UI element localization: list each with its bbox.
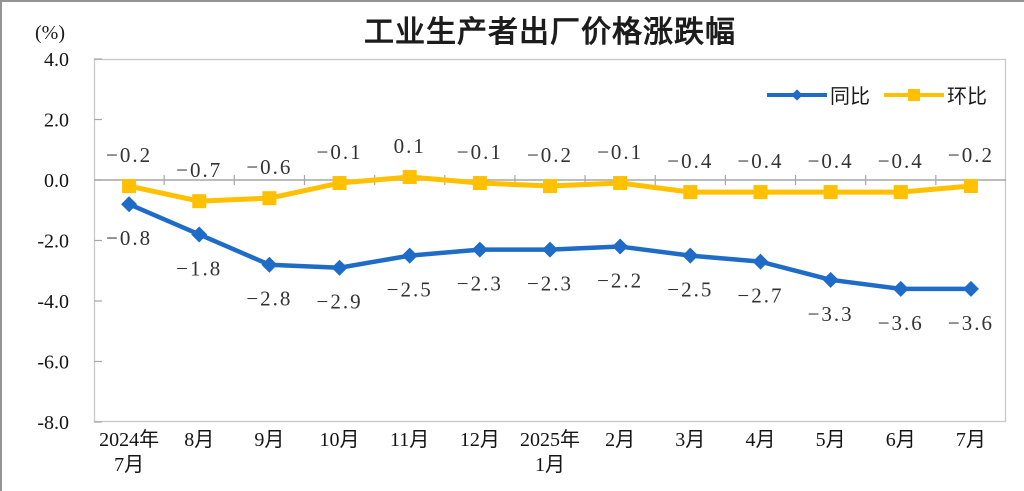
svg-text:−3.3: −3.3 [808,302,854,326]
svg-text:7月: 7月 [114,454,144,476]
yoy-marker-diamond [752,253,769,270]
mom-marker-square [472,176,487,191]
mom-marker-square [122,179,137,194]
svg-text:−0.4: −0.4 [808,149,854,173]
svg-text:−0.1: −0.1 [316,140,362,164]
svg-text:2月: 2月 [605,429,635,451]
svg-text:−0.1: −0.1 [597,140,643,164]
y-axis-unit-label: (%) [35,22,65,44]
yoy-marker-diamond [682,247,699,264]
svg-text:-2.0: -2.0 [37,231,69,253]
svg-text:−0.8: −0.8 [106,226,152,250]
svg-text:−3.6: −3.6 [948,311,994,335]
svg-text:−0.4: −0.4 [878,149,924,173]
legend-label-mom: 环比 [947,86,987,108]
svg-text:10月: 10月 [320,429,360,451]
svg-text:−0.2: −0.2 [948,143,994,167]
svg-text:−2.9: −2.9 [316,290,362,314]
mom-line-sample-icon [884,88,944,102]
y-axis-labels: 4.0 2.0 0.0 -2.0 -4.0 -6.0 -8.0 [37,49,102,434]
svg-text:−0.2: −0.2 [527,143,573,167]
mom-marker-square [683,185,698,200]
yoy-marker-diamond [612,238,629,255]
svg-text:0.1: 0.1 [394,134,426,158]
legend-label-yoy: 同比 [830,86,870,108]
mom-marker-square [543,179,557,194]
svg-text:−0.4: −0.4 [737,149,783,173]
yoy-marker-diamond [471,241,488,258]
legend-item-mom: 环比 [884,80,987,109]
yoy-marker-diamond [261,256,278,273]
svg-text:−0.7: −0.7 [176,158,222,182]
mom-marker-square [613,176,628,191]
svg-text:−2.5: −2.5 [387,278,433,302]
svg-text:4.0: 4.0 [44,49,69,71]
svg-text:9月: 9月 [254,429,284,451]
svg-text:−1.8: −1.8 [176,256,222,280]
plot-border [93,58,1007,423]
svg-text:−0.4: −0.4 [667,149,713,173]
svg-text:−2.8: −2.8 [246,287,292,311]
x-axis-labels: 2024年 7月 8月 9月 10月 11月 12月 2025年 1月 2月 3月 4月 5月 6月 7月 [99,428,986,476]
svg-text:-4.0: -4.0 [37,291,69,313]
svg-text:6月: 6月 [886,429,916,451]
svg-text:2024年: 2024年 [99,428,159,451]
svg-text:−0.2: −0.2 [106,143,152,167]
svg-text:−2.7: −2.7 [737,284,783,308]
svg-text:−2.3: −2.3 [527,272,573,296]
chart-title: 工业生产者出厂价格涨跌幅 [364,16,736,49]
mom-marker-square [262,191,277,206]
series-mom: −0.2−0.7 −0.6−0.1 0.1 −0.1 −0.2 −0.1 −0.4 −0.4−… [106,134,994,209]
x-axis-ticks [163,175,937,185]
svg-text:2025年: 2025年 [520,428,580,451]
yoy-marker-diamond [542,241,558,258]
mom-marker-square [893,185,908,200]
yoy-marker-diamond [121,196,138,213]
mom-marker-square [402,169,417,184]
legend: 同比 环比 [767,80,987,109]
svg-text:12月: 12月 [460,429,500,451]
svg-text:11月: 11月 [390,429,429,451]
svg-text:−0.6: −0.6 [246,155,292,179]
yoy-marker-diamond [892,280,909,297]
mom-marker-square [753,185,768,200]
svg-text:−3.6: −3.6 [878,311,924,335]
svg-text:7月: 7月 [956,429,986,451]
yoy-marker-diamond [401,247,418,264]
yoy-line-sample-icon [767,88,827,102]
svg-text:−2.5: −2.5 [667,278,713,302]
svg-text:-8.0: -8.0 [37,412,69,434]
svg-text:5月: 5月 [816,429,846,451]
svg-text:0.0: 0.0 [44,170,69,192]
yoy-marker-diamond [191,226,208,243]
svg-text:8月: 8月 [184,429,214,451]
data-labels-yoy: −0.8 −1.8 −2.8 −2.9 −2.5 −2.3 −2.3 −2.2 −2.5 −2.7… [106,226,994,335]
yoy-marker-diamond [822,271,839,288]
svg-text:-6.0: -6.0 [37,352,69,374]
data-labels-mom: −0.2−0.7 −0.6−0.1 0.1 −0.1 −0.2 −0.1 −0.4 −0.4−… [106,134,994,182]
mom-marker-square [192,194,207,209]
svg-text:2.0: 2.0 [44,110,69,132]
mom-marker-square [963,179,978,194]
svg-text:−2.2: −2.2 [597,269,643,293]
svg-text:3月: 3月 [675,429,705,451]
mom-marker-square [823,185,838,200]
svg-text:−0.1: −0.1 [457,140,503,164]
svg-text:−2.3: −2.3 [457,272,503,296]
svg-text:4月: 4月 [745,429,775,451]
svg-text:1月: 1月 [535,454,565,476]
mom-marker-square [332,176,347,191]
yoy-marker-diamond [331,259,348,276]
series-yoy: −0.8 −1.8 −2.8 −2.9 −2.5 −2.3 −2.3 −2.2 −2.5 −2.7… [106,196,994,335]
yoy-marker-diamond [962,280,979,297]
legend-item-yoy: 同比 [767,80,870,109]
